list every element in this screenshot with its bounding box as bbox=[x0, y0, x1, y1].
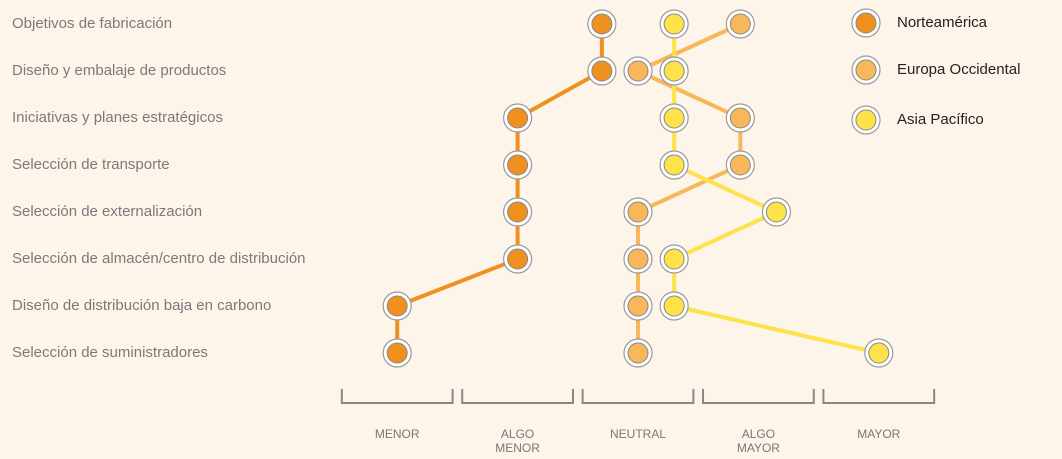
marker bbox=[729, 107, 751, 129]
axis-bracket bbox=[340, 389, 454, 404]
legend-swatch bbox=[855, 12, 877, 34]
marker bbox=[627, 60, 649, 82]
marker bbox=[663, 60, 685, 82]
row-label: Objetivos de fabricación bbox=[12, 15, 172, 32]
row-label: Selección de almacén/centro de distribuc… bbox=[12, 250, 306, 267]
legend-swatch bbox=[855, 109, 877, 131]
legend-swatch bbox=[855, 59, 877, 81]
legend-label: Europa Occidental bbox=[897, 61, 1020, 78]
marker bbox=[765, 201, 787, 223]
axis-bracket bbox=[461, 389, 574, 404]
marker bbox=[591, 13, 613, 35]
marker bbox=[868, 342, 890, 364]
row-label: Diseño y embalaje de productos bbox=[12, 62, 226, 79]
marker bbox=[627, 295, 649, 317]
row-label: Diseño de distribución baja en carbono bbox=[12, 297, 271, 314]
x-tick-label: MENOR bbox=[374, 427, 420, 441]
marker bbox=[627, 342, 649, 364]
marker bbox=[627, 201, 649, 223]
marker bbox=[663, 13, 685, 35]
marker bbox=[507, 201, 529, 223]
series-line bbox=[395, 24, 604, 353]
marker bbox=[386, 295, 408, 317]
legend-label: Norteamérica bbox=[897, 14, 988, 31]
series-line bbox=[672, 24, 880, 355]
x-tick-label: MAYOR bbox=[857, 427, 901, 441]
row-label: Selección de suministradores bbox=[12, 344, 208, 361]
x-tick-label: ALGO MENOR bbox=[495, 427, 540, 455]
row-label: Selección de externalización bbox=[12, 203, 202, 220]
x-tick-label: ALGO MAYOR bbox=[736, 427, 780, 455]
axis-bracket bbox=[581, 389, 695, 404]
axis-bracket bbox=[702, 389, 815, 404]
legend-label: Asia Pacífico bbox=[897, 111, 984, 128]
marker bbox=[507, 107, 529, 129]
marker bbox=[663, 248, 685, 270]
marker bbox=[663, 295, 685, 317]
marker bbox=[663, 154, 685, 176]
marker bbox=[729, 13, 751, 35]
marker bbox=[507, 154, 529, 176]
marker bbox=[386, 342, 408, 364]
marker bbox=[663, 107, 685, 129]
row-label: Iniciativas y planes estratégicos bbox=[12, 109, 223, 126]
axis-bracket bbox=[822, 389, 936, 404]
marker bbox=[591, 60, 613, 82]
marker bbox=[627, 248, 649, 270]
row-label: Selección de transporte bbox=[12, 156, 170, 173]
marker bbox=[729, 154, 751, 176]
marker bbox=[507, 248, 529, 270]
x-tick-label: NEUTRAL bbox=[609, 427, 666, 441]
